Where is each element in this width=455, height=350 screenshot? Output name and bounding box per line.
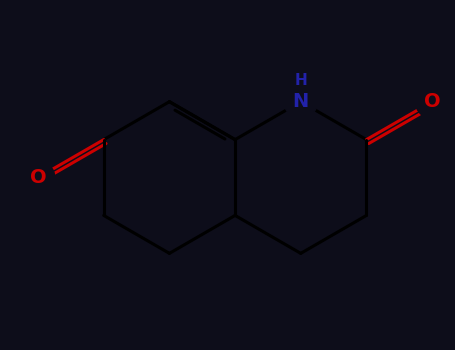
Circle shape: [288, 68, 313, 93]
Circle shape: [415, 85, 449, 118]
Circle shape: [284, 85, 318, 118]
Text: O: O: [30, 168, 46, 187]
Text: O: O: [424, 92, 440, 111]
Circle shape: [21, 161, 55, 194]
Text: H: H: [294, 73, 307, 88]
Text: N: N: [293, 92, 309, 111]
